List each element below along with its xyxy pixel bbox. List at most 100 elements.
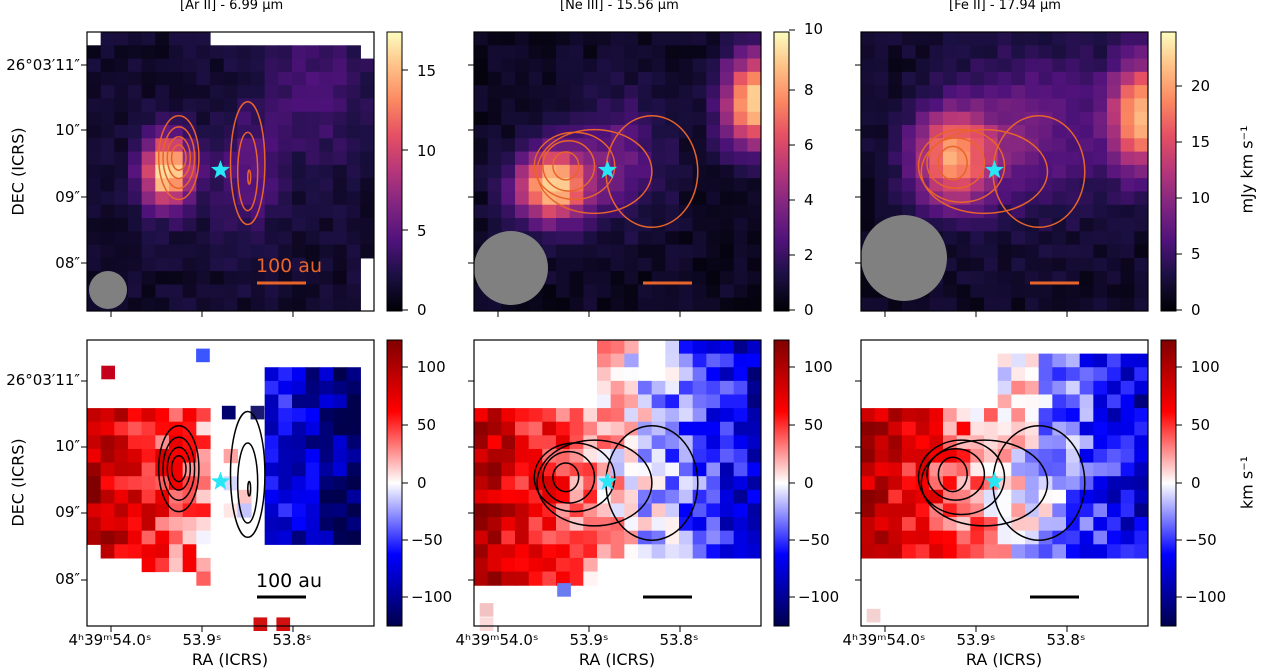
pixel-5-14-13 [1052, 517, 1067, 532]
pixel-5-6-15 [943, 544, 958, 559]
pixel-2-18-18 [1107, 271, 1122, 286]
pixel-1-18-15 [720, 231, 735, 246]
pixel-3-5-15 [155, 544, 170, 559]
pixel-4-11-10 [624, 476, 639, 491]
pixel-0-13-1 [264, 45, 279, 60]
pixel-1-7-15 [569, 231, 584, 246]
pixel-4-5-11 [542, 489, 557, 505]
pixel-1-4-8 [528, 138, 543, 153]
pixel-1-3-4 [515, 85, 530, 100]
pixel-1-15-10 [679, 164, 694, 179]
pixel-2-9-6 [984, 111, 999, 126]
pixel-2-12-19 [1025, 284, 1040, 299]
pixel-3-7-13 [182, 517, 197, 532]
pixel-5-3-10 [902, 476, 917, 491]
pixel-4-9-3 [597, 380, 612, 396]
pixel-0-13-11 [264, 178, 279, 193]
pixel-0-19-6 [346, 111, 361, 126]
pixel-2-0-14 [861, 218, 876, 232]
pixel-1-19-14 [733, 218, 748, 232]
pixel-2-18-13 [1107, 204, 1122, 219]
pixel-5-2-9 [888, 462, 903, 477]
pixel-1-20-7 [747, 125, 761, 139]
pixel-4-10-5 [610, 408, 625, 423]
pixel-0-12-9 [251, 151, 266, 166]
pixel-1-9-1 [597, 45, 612, 60]
pixel-3-5-5 [155, 408, 170, 423]
pixel-1-7-5 [569, 98, 584, 113]
pixel-0-5-16 [155, 244, 170, 259]
pixel-2-11-11 [1011, 178, 1026, 193]
pixel-1-10-4 [610, 85, 625, 100]
pixel-1-14-10 [665, 164, 680, 179]
pixel-4-4-7 [528, 435, 543, 450]
pixel-0-16-13 [305, 204, 320, 219]
pixel-4-20-7 [747, 435, 761, 450]
pixel-0-3-16 [128, 244, 143, 259]
pixel-5-6-14 [943, 530, 958, 545]
pixel-0-11-17 [237, 257, 252, 272]
pixel-2-16-6 [1079, 111, 1094, 126]
pixel-1-20-14 [747, 218, 761, 232]
pixel-2-19-15 [1120, 231, 1135, 246]
pixel-1-19-11 [733, 178, 748, 193]
pixel-0-4-2 [141, 58, 156, 73]
pixel-3-4-11 [141, 489, 156, 505]
pixel-0-19-17 [346, 257, 361, 272]
pixel-1-20-12 [747, 191, 761, 206]
pixel-1-8-5 [583, 98, 598, 113]
pixel-3-3-11 [128, 489, 143, 505]
pixel-3-13-9 [264, 462, 279, 477]
pixel-1-20-19 [747, 284, 761, 299]
pixel-1-7-19 [569, 284, 584, 299]
pixel-3-17-2 [319, 367, 334, 382]
pixel-0-0-16 [87, 244, 102, 259]
pixel-3-18-4 [333, 394, 348, 409]
pixel-0-20-2 [360, 58, 374, 73]
pixel-1-15-11 [679, 178, 694, 193]
pixel-2-2-5 [888, 98, 903, 113]
pixel-2-7-20 [956, 297, 971, 311]
pixel-2-15-0 [1066, 32, 1081, 46]
pixel-2-19-7 [1120, 125, 1135, 139]
pixel-5-1-13 [874, 517, 889, 532]
pixel-3-14-2 [278, 367, 293, 382]
pixel-1-6-11 [556, 178, 571, 193]
pixel-2-17-13 [1093, 204, 1108, 219]
pixel-0-14-7 [278, 125, 293, 139]
xlabel-1: RA (ICRS) [191, 650, 269, 669]
pixel-2-10-9 [997, 151, 1012, 166]
pixel-5-14-9 [1052, 462, 1067, 477]
pixel-3-7-6 [182, 421, 197, 436]
pixel-0-7-18 [182, 271, 197, 286]
pixel-4-17-15 [706, 544, 721, 559]
pixel-1-7-2 [569, 58, 584, 73]
pixel-0-13-17 [264, 257, 279, 272]
pixel-1-1-10 [487, 164, 502, 179]
pixel-5-17-2 [1093, 367, 1108, 382]
pixel-0-7-16 [182, 244, 197, 259]
pixel-5-4-13 [915, 517, 930, 532]
pixel-5-11-10 [1011, 476, 1026, 491]
pixel-1-15-0 [679, 32, 694, 46]
pixel-2-19-3 [1120, 71, 1135, 86]
pixel-5-18-2 [1107, 367, 1122, 382]
pixel-3-19-7 [346, 435, 361, 450]
pixel-3-19-8 [346, 448, 361, 464]
pixel-0-15-2 [292, 58, 307, 73]
pixel-4-15-11 [679, 489, 694, 505]
pixel-3-8-12 [196, 503, 211, 518]
pixel-1-2-14 [501, 218, 516, 232]
pixel-2-10-5 [997, 98, 1012, 113]
pixel-0-1-9 [100, 151, 115, 166]
pixel-1-18-8 [720, 138, 735, 153]
pixel-2-8-1 [970, 45, 985, 60]
pixel-2-1-10 [874, 164, 889, 179]
pixel-2-6-20 [943, 297, 958, 311]
pixel-0-0-5 [87, 98, 102, 113]
pixel-1-1-4 [487, 85, 502, 100]
pixel-5-13-13 [1038, 517, 1053, 532]
pixel-0-13-10 [264, 164, 279, 179]
pixel-2-16-10 [1079, 164, 1094, 179]
pixel-4-8-5 [583, 408, 598, 423]
